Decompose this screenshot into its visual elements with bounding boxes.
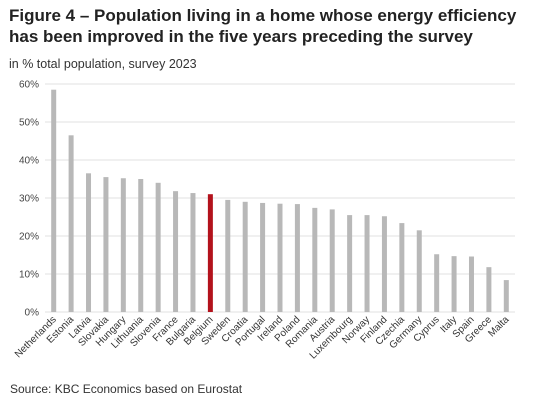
x-axis-category-labels: NetherlandsEstoniaLatviaSlovakiaHungaryL… bbox=[13, 314, 512, 361]
source-note: Source: KBC Economics based on Eurostat bbox=[10, 382, 243, 396]
chart-subtitle: in % total population, survey 2023 bbox=[9, 57, 197, 71]
y-tick-label: 0% bbox=[25, 308, 40, 319]
bar-estonia bbox=[68, 135, 74, 312]
y-tick-label: 50% bbox=[19, 118, 39, 129]
bar-luxembourg bbox=[347, 215, 353, 312]
chart-title: Figure 4 – Population living in a home w… bbox=[9, 6, 517, 46]
bar-germany bbox=[416, 230, 422, 312]
bar-finland bbox=[381, 216, 387, 312]
bar-greece bbox=[486, 267, 492, 312]
bar-ireland bbox=[277, 203, 283, 312]
bar-latvia bbox=[86, 173, 92, 312]
bar-austria bbox=[329, 209, 335, 312]
bar-slovakia bbox=[103, 177, 109, 312]
bar-malta bbox=[503, 280, 509, 312]
y-tick-label: 10% bbox=[19, 270, 39, 281]
bar-netherlands bbox=[51, 89, 57, 312]
bar-czechia bbox=[399, 223, 405, 312]
bar-hungary bbox=[120, 178, 126, 312]
bar-italy bbox=[451, 256, 457, 312]
bar-slovenia bbox=[155, 182, 161, 312]
bar-spain bbox=[468, 256, 474, 312]
y-tick-label: 20% bbox=[19, 232, 39, 243]
y-axis-tick-labels: 0% 10% 20% 30% 40% 50% 60% bbox=[19, 80, 39, 319]
x-tick-label-malta: Malta bbox=[486, 314, 511, 339]
bar-sweden bbox=[225, 199, 231, 312]
bar-lithuania bbox=[138, 179, 144, 312]
bar-france bbox=[173, 191, 179, 312]
y-tick-label: 30% bbox=[19, 194, 39, 205]
bars bbox=[51, 89, 509, 312]
bar-poland bbox=[294, 204, 300, 312]
bar-belgium bbox=[207, 194, 213, 312]
bar-romania bbox=[312, 207, 318, 312]
bar-portugal bbox=[260, 202, 266, 312]
bar-cyprus bbox=[434, 254, 440, 312]
bar-croatia bbox=[242, 201, 248, 312]
y-tick-label: 60% bbox=[19, 80, 39, 91]
bar-norway bbox=[364, 215, 370, 312]
bar-bulgaria bbox=[190, 193, 196, 312]
y-tick-label: 40% bbox=[19, 156, 39, 167]
